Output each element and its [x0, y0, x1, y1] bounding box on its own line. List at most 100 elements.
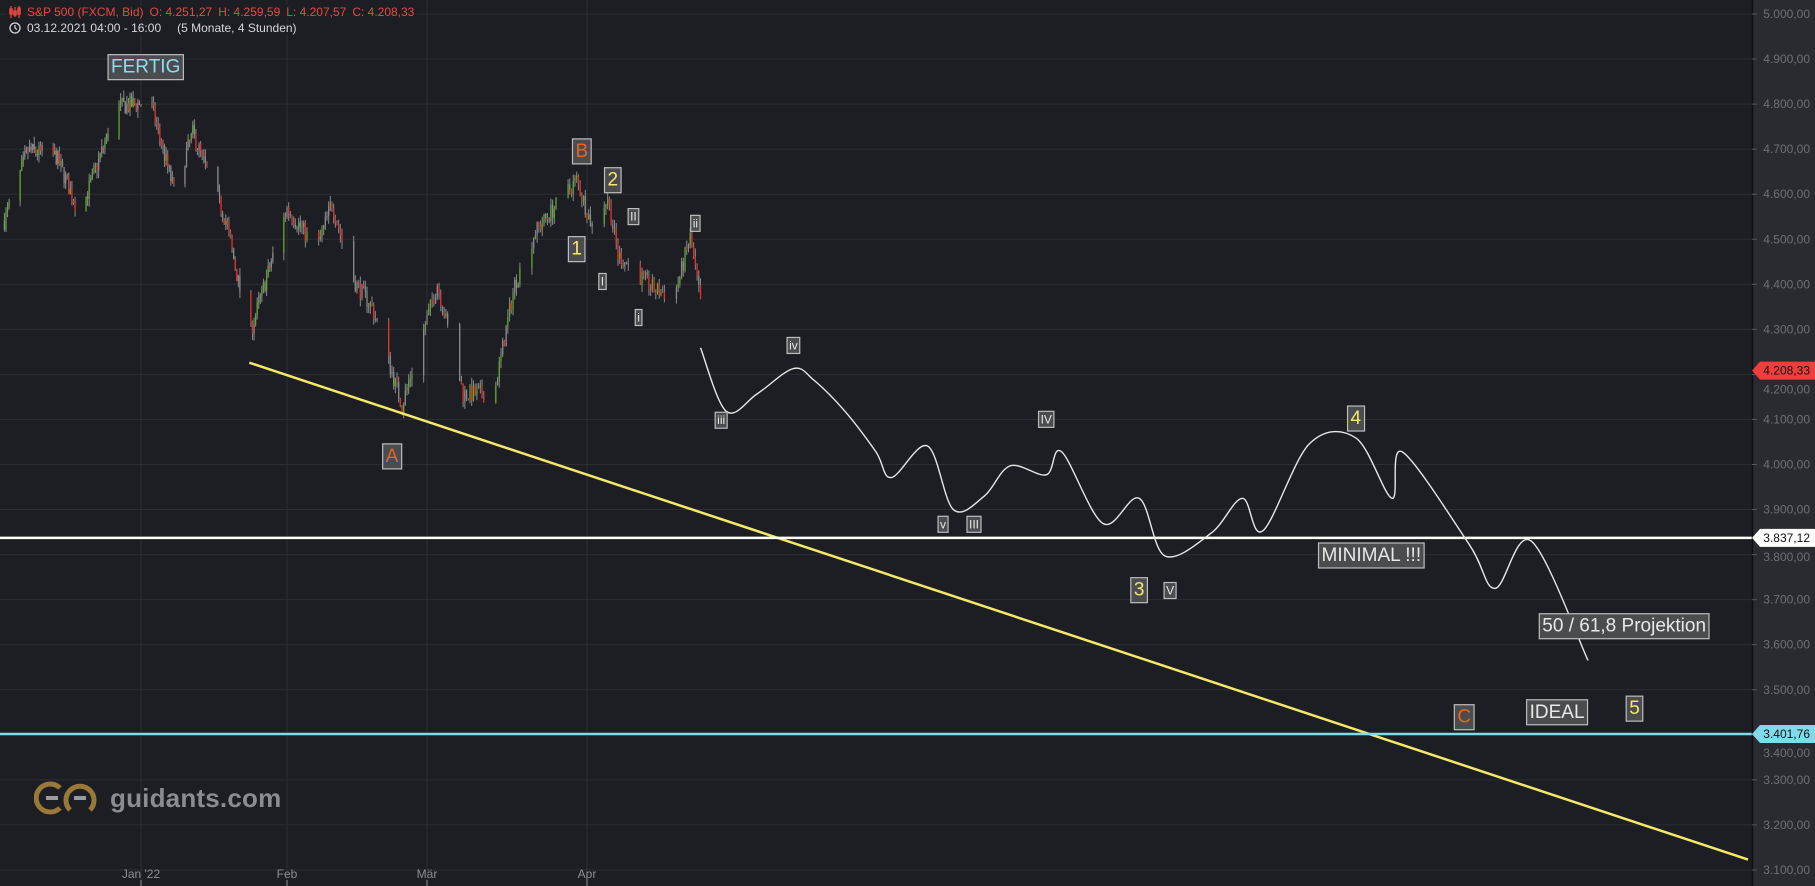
- wave-label: 5: [1625, 695, 1644, 722]
- x-tick-label: Mär: [417, 867, 438, 881]
- y-tick-label: 3.100,00: [1763, 863, 1810, 877]
- wave-label-box: [690, 214, 701, 232]
- y-tick-label: 4.800,00: [1763, 97, 1810, 111]
- wave-label-box: [1130, 577, 1149, 604]
- annotations: FERTIG B2 1 II ii Ii iv iii A IV v III 4 MINIMAL !!! 3…: [107, 54, 1710, 731]
- price-tag-label: 3.837,12: [1763, 531, 1810, 545]
- wave-label-box: [634, 308, 643, 327]
- wave-label-text: I: [601, 274, 604, 288]
- y-tick-label: 4.200,00: [1763, 383, 1810, 397]
- low-value: L: 4.207,57: [286, 5, 347, 19]
- wave-label-box: [1526, 699, 1589, 726]
- last-price-label: 4.208,33: [1763, 364, 1810, 378]
- wave-label-text: C: [1457, 707, 1471, 728]
- wave-label-text: iv: [789, 338, 798, 352]
- high-value: H: 4.259,59: [218, 5, 281, 19]
- candles: [3, 90, 702, 419]
- wave-label-box: [567, 236, 586, 263]
- wave-label-box: [714, 411, 728, 429]
- price-axis-ticks: 5.000,00 4.900,00 4.800,00 4.700,00 4.600,00…: [1752, 7, 1815, 877]
- last-price-tag: [1752, 361, 1815, 380]
- wave-label-box: [1317, 542, 1425, 569]
- wave-label: MINIMAL !!!: [1317, 542, 1425, 569]
- y-tick-label: 4.900,00: [1763, 52, 1810, 66]
- price-tag: [1752, 725, 1815, 744]
- y-tick-label: 3.800,00: [1763, 550, 1810, 564]
- instrument-header: S&P 500 (FXCM, Bid) O: 4.251,27 H: 4.259…: [6, 5, 418, 19]
- y-tick-label: 5.000,00: [1763, 7, 1810, 21]
- y-tick-label: 4.300,00: [1763, 322, 1810, 336]
- wave-label: III: [966, 515, 982, 533]
- wave-label-text: i: [637, 311, 640, 325]
- wave-label: ii: [690, 214, 701, 232]
- y-tick-label: 3.400,00: [1763, 746, 1810, 760]
- wave-label-text: v: [940, 517, 946, 531]
- y-tick-label: 3.300,00: [1763, 773, 1810, 787]
- wave-label-text: A: [386, 446, 399, 467]
- wave-label: 50 / 61,8 Projektion: [1538, 613, 1710, 640]
- y-tick-label: 3.700,00: [1763, 593, 1810, 607]
- wave-label: 2: [603, 167, 622, 194]
- y-tick-label: 4.400,00: [1763, 277, 1810, 291]
- wave-label: I: [598, 272, 607, 291]
- y-tick-label: 3.500,00: [1763, 683, 1810, 697]
- wave-label-text: 5: [1629, 698, 1640, 719]
- projection-path: [699, 347, 1589, 661]
- y-tick-label: 4.700,00: [1763, 142, 1810, 156]
- plot-background: [0, 0, 1752, 886]
- wave-label: v: [937, 515, 949, 533]
- wave-label: A: [382, 443, 403, 470]
- wave-label-text: B: [575, 141, 588, 162]
- wave-label-box: [786, 336, 801, 355]
- close-value: C: 4.208,33: [352, 5, 415, 19]
- price-tag-label: 3.401,76: [1763, 727, 1810, 741]
- wave-label-text: 2: [608, 170, 619, 191]
- wave-label-box: [571, 138, 592, 165]
- wave-label-box: [966, 515, 982, 533]
- period-header: 03.12.2021 04:00 - 16:00 (5 Monate, 4 St…: [6, 21, 300, 35]
- wave-label: FERTIG: [107, 54, 184, 81]
- wave-label-text: 3: [1134, 580, 1145, 601]
- candlestick-chart-icon: [9, 6, 21, 18]
- wave-label-text: FERTIG: [111, 57, 180, 78]
- wave-label: II: [627, 207, 640, 226]
- grid: [0, 0, 1752, 886]
- period-text: (5 Monate, 4 Stunden): [177, 21, 297, 35]
- wave-label-box: [1346, 405, 1366, 432]
- wave-label-text: 4: [1351, 408, 1362, 429]
- wave-label-text: V: [1166, 584, 1174, 598]
- wave-label: 1: [567, 236, 586, 263]
- wave-label-box: [937, 515, 949, 533]
- wave-label-text: iii: [717, 413, 725, 427]
- wave-label-text: ii: [693, 216, 698, 230]
- clock-icon: [9, 22, 21, 34]
- logo-text: guidants.com: [110, 782, 282, 813]
- wave-label-text: MINIMAL !!!: [1322, 545, 1422, 566]
- wave-label: IV: [1037, 410, 1055, 428]
- wave-label: C: [1453, 704, 1475, 731]
- wave-label-box: [1037, 410, 1055, 428]
- wave-label-box: [382, 443, 403, 470]
- wave-label: B: [571, 138, 592, 165]
- wave-label: 3: [1130, 577, 1149, 604]
- open-value: O: 4.251,27: [149, 5, 213, 19]
- wave-label-box: [107, 54, 184, 81]
- y-tick-label: 4.100,00: [1763, 412, 1810, 426]
- x-tick-label: Jan '22: [122, 867, 161, 881]
- y-tick-label: 4.500,00: [1763, 232, 1810, 246]
- drawings: [0, 347, 1752, 861]
- guidants-logo-icon: [34, 781, 97, 815]
- guidants-logo[interactable]: guidants.com: [34, 780, 281, 816]
- wave-label: iv: [786, 336, 801, 355]
- x-tick-label: Feb: [277, 867, 298, 881]
- y-tick-label: 4.600,00: [1763, 187, 1810, 201]
- wave-label-box: [598, 272, 607, 291]
- wave-label: 4: [1346, 405, 1366, 432]
- wave-label-text: 1: [571, 239, 582, 260]
- wave-label: IDEAL: [1526, 699, 1589, 726]
- wave-label-box: [627, 207, 640, 226]
- wave-label: V: [1163, 581, 1177, 600]
- wave-label-box: [1163, 581, 1177, 600]
- x-tick-label: Apr: [578, 867, 597, 881]
